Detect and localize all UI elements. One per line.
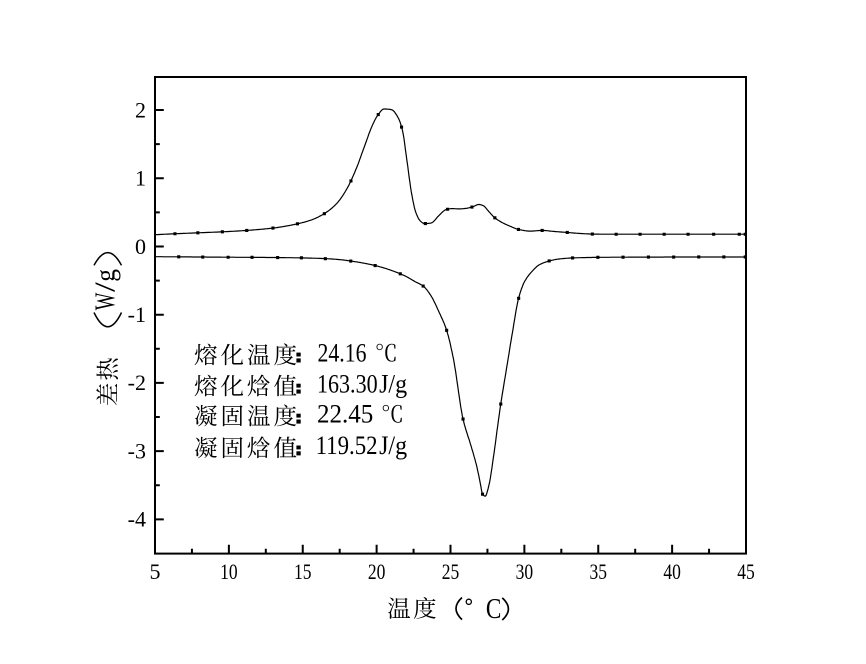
svg-text:J/g: J/g [379,369,407,398]
svg-text:2: 2 [135,97,146,122]
svg-text:22.45: 22.45 [317,399,373,428]
svg-text:0: 0 [135,234,146,259]
svg-text:5: 5 [150,559,161,584]
svg-text:20: 20 [368,559,386,584]
svg-text:-2: -2 [128,370,146,395]
svg-text:119.52: 119.52 [316,431,378,460]
svg-text:45: 45 [737,559,755,584]
svg-text:10: 10 [220,559,238,584]
svg-text:-1: -1 [128,302,146,327]
svg-text:g: g [91,269,122,282]
svg-text:163.30: 163.30 [317,369,378,398]
svg-text:W: W [91,292,122,310]
svg-text:25: 25 [442,559,460,584]
svg-text:40: 40 [663,559,681,584]
svg-text:24.16: 24.16 [318,338,367,367]
svg-text:15: 15 [294,559,312,584]
svg-text:C: C [486,593,502,625]
svg-text:J/g: J/g [379,431,407,460]
svg-text:35: 35 [589,559,607,584]
svg-text:-3: -3 [128,439,146,464]
svg-text:30: 30 [516,559,534,584]
svg-text:-4: -4 [128,507,146,532]
svg-text:/: / [91,282,122,292]
svg-text:1: 1 [135,166,146,191]
